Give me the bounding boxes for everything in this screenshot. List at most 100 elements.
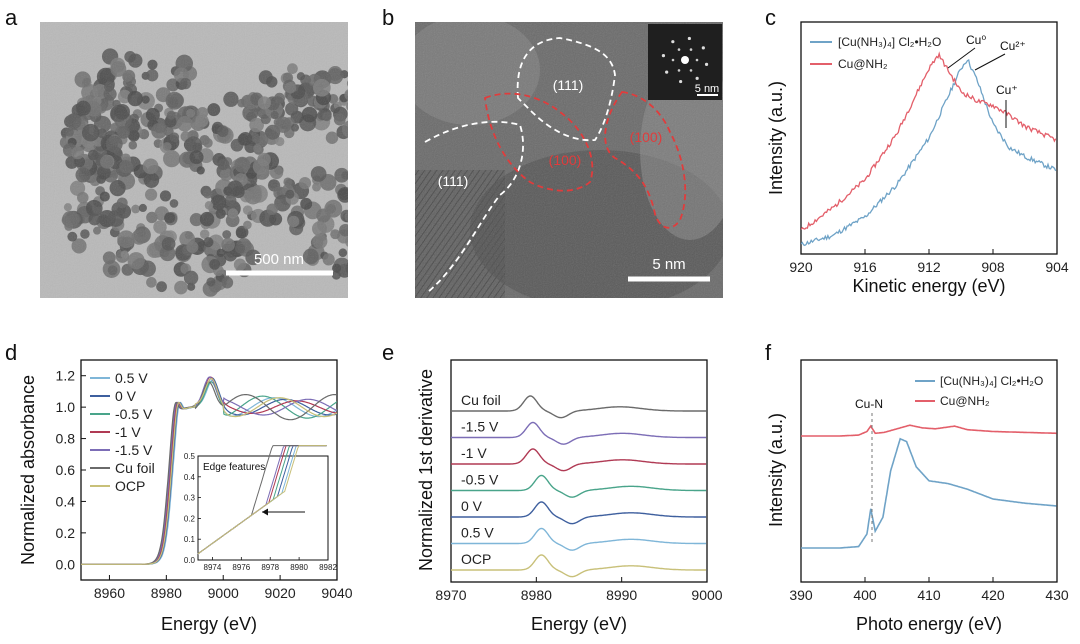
panel-c-ylabel: Intensity (a.u.) (766, 81, 786, 195)
panel-label-a: a (5, 5, 18, 30)
inset-xtick-label: 8976 (232, 563, 250, 572)
legend-label-d-3: -1 V (115, 424, 141, 440)
nanoparticle (354, 173, 365, 184)
panel-label-e: e (382, 340, 394, 365)
nanoparticle (365, 242, 373, 250)
panel-f-legend: [Cu(NH₃)₄] Cl₂•H₂O Cu@NH₂ (915, 374, 1043, 408)
panel-d-ylabel: Normalized absorbance (18, 375, 38, 565)
panel-c-xlabel: Kinetic energy (eV) (852, 276, 1005, 296)
fft-spot (695, 76, 699, 80)
fft-spot (665, 70, 669, 74)
fft-spot (689, 48, 693, 51)
scale-bar-label-a: 500 nm (254, 251, 304, 268)
fft-spot (677, 48, 681, 51)
panel-e-frame (450, 359, 708, 583)
annotation-cu0: Cu⁰ (966, 33, 986, 47)
nanoparticle (355, 189, 370, 204)
nanoparticle (366, 178, 379, 191)
inset-ytick-label: 0.3 (184, 494, 196, 503)
nanoparticle (352, 113, 361, 122)
panel-e-xtick-label: 8980 (521, 587, 552, 603)
panel-e-chart: 8970 8980 8990 9000 Cu foil -1.5 V -1 V -0.5 V… (416, 359, 723, 634)
nanoparticle (347, 227, 348, 233)
inset-ytick-label: 0.0 (184, 556, 196, 565)
panel-c-series-0 (801, 59, 1057, 247)
panel-label-b: b (382, 5, 394, 30)
legend-label-d-4: -1.5 V (115, 442, 153, 458)
annotation-cu-n: Cu-N (855, 397, 883, 411)
panel-e-trace-label-0: Cu foil (461, 392, 501, 408)
panel-f-series-1 (801, 424, 1057, 437)
nanoparticle (367, 193, 385, 211)
fft-spot (687, 36, 691, 41)
fft-spot (679, 79, 683, 84)
panel-d-xtick-label: 9000 (208, 585, 239, 601)
panel-d-chart: 8960 8980 9000 9020 9040 0.0 0.2 0.4 0.6 0.8 1.0 1.… (18, 359, 353, 634)
nanoparticle (356, 220, 366, 230)
panel-e-series-0 (451, 395, 707, 419)
panel-e-ylabel: Normalized 1st derivative (416, 369, 436, 571)
nanoparticle (372, 226, 381, 235)
inset-scale-bar-label: 5 nm (695, 83, 719, 95)
panel-d-ytick-label: 0.4 (56, 493, 76, 509)
panel-f-xlabel: Photo energy (eV) (856, 614, 1002, 634)
panel-e-trace-label-1: -1.5 V (461, 419, 499, 435)
nanoparticle (349, 173, 359, 183)
panel-e-trace-label-4: 0 V (461, 498, 483, 514)
panel-e-trace-label-6: OCP (461, 551, 491, 567)
fft-spot (695, 58, 699, 62)
region-100-right (604, 91, 687, 229)
nanoparticle (357, 216, 369, 228)
panel-f-xtick-label: 430 (1045, 587, 1069, 603)
inset-arrow-head (262, 508, 268, 516)
panel-e-series-2 (451, 448, 707, 472)
grain-boundary-111-left (424, 120, 524, 293)
nanoparticle (376, 197, 393, 214)
panel-d-xtick-label: 8980 (151, 585, 182, 601)
panel-f-xtick-label: 410 (917, 587, 941, 603)
inset-ytick-label: 0.4 (184, 473, 196, 482)
nanoparticle (356, 230, 370, 244)
inset-ytick-label: 0.5 (184, 452, 196, 461)
nanoparticle (345, 262, 348, 275)
inset-title: Edge features (203, 462, 265, 473)
panel-d-ytick-label: 0.6 (56, 462, 76, 478)
panel-d-series-6 (81, 377, 337, 565)
panel-f-xtick-label: 400 (853, 587, 877, 603)
annotation-cu2plus: Cu²⁺ (1000, 39, 1026, 53)
fft-spot (671, 58, 675, 62)
legend-label-f-1: Cu@NH₂ (940, 394, 990, 408)
nanoparticle (355, 169, 368, 182)
nanoparticle (374, 204, 387, 217)
legend-label-d-1: 0 V (115, 388, 137, 404)
panel-d-xtick-label: 9020 (265, 585, 296, 601)
panel-c-legend: [Cu(NH₃)₄] Cl₂•H₂O Cu@NH₂ (810, 35, 941, 71)
inset-xtick-label: 8980 (290, 563, 308, 572)
inset-series-6 (197, 445, 327, 555)
nanoparticle (347, 264, 348, 269)
nanoparticle (348, 190, 365, 207)
fft-spot (671, 40, 675, 44)
legend-label-d-5: Cu foil (115, 460, 155, 476)
panel-d-xtick-label: 8960 (94, 585, 125, 601)
panel-c-xtick-label: 912 (917, 259, 941, 275)
panel-d-ytick-label: 0.8 (56, 431, 76, 447)
panel-e-xlabel: Energy (eV) (531, 614, 627, 634)
inset-xtick-label: 8978 (261, 563, 279, 572)
nanoparticle (356, 87, 372, 103)
fft-spot (677, 69, 681, 72)
region-label-100-right: (100) (630, 129, 663, 145)
panel-label-d: d (5, 340, 17, 365)
inset-frame (197, 455, 329, 561)
panel-f-ylabel: Intensity (a.u.) (766, 413, 786, 527)
panel-d-ytick-label: 1.2 (56, 368, 76, 384)
panel-e-trace-label-5: 0.5 V (461, 525, 494, 541)
nanoparticle (362, 216, 374, 228)
nanoparticle (361, 93, 375, 107)
panel-d-xtick-label: 9040 (321, 585, 352, 601)
panel-c-xtick-label: 920 (789, 259, 813, 275)
nanoparticle (352, 249, 361, 258)
nanoparticle (352, 260, 365, 273)
arrow-cu2plus (974, 53, 1006, 71)
